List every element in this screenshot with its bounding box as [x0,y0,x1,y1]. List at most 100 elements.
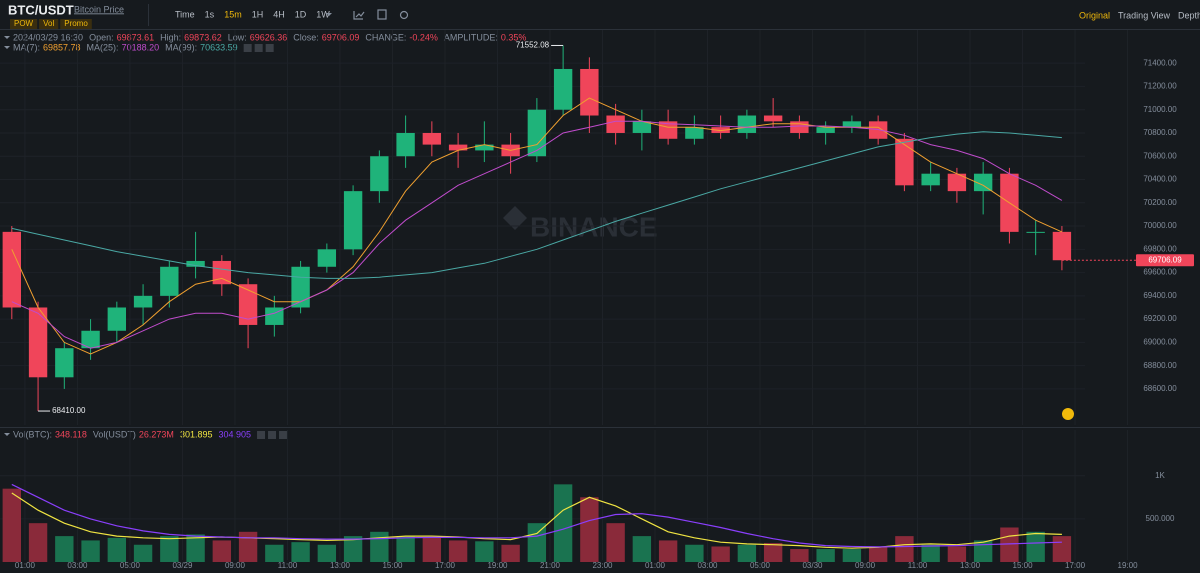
volume-bar [737,544,757,562]
volume-bar [711,546,730,562]
y-tick-label: 71400.00 [1143,58,1177,67]
volume-bar [842,549,862,562]
candle-body [685,127,704,139]
volume-bar [868,546,888,562]
candle-body [212,260,232,285]
symbol[interactable]: BTC/USDT [8,2,74,17]
info-value: 69706.09 [322,32,360,42]
settings-icon[interactable] [399,10,409,20]
view[interactable]: Trading View [1118,10,1171,20]
volume-bar [475,541,494,562]
interval[interactable]: 15m [224,9,242,19]
toggle[interactable] [268,431,277,439]
volume-bar [606,523,625,562]
tag[interactable]: Promo [64,19,88,28]
toggle[interactable] [254,44,263,52]
indicator-icon[interactable] [353,11,365,20]
dropdown[interactable] [326,13,332,16]
volume-bar [1052,536,1072,562]
interval[interactable]: 1D [295,9,307,19]
volume-bar [448,540,468,562]
volume-bar [2,488,22,562]
coin-button[interactable] [1062,408,1074,420]
view[interactable]: Original [1079,10,1110,20]
x-tick-label: 03/30 [802,561,823,570]
interval[interactable]: 1s [205,9,215,19]
volume-bar [238,531,258,562]
candle-body [475,144,494,151]
info-label: Open: [89,32,114,42]
candle-body [107,307,127,331]
ma-line [11,120,1063,349]
tag-bg [39,19,59,29]
y-tick-label: 71000.00 [1143,105,1177,114]
candle-body [868,121,888,139]
candle-body [763,115,783,122]
ma-label: MA(99): [165,42,197,52]
tag-bg [10,19,38,29]
collapse[interactable] [4,433,10,436]
volume-ma-line [11,483,1062,548]
x-tick-label: 17:00 [1065,561,1086,570]
candle-body [55,348,74,378]
volume-bar [973,540,993,562]
candle-body [2,231,22,308]
view[interactable]: Depth [1178,10,1200,20]
collapse[interactable] [4,46,10,49]
ma-line [11,131,1062,279]
info-date: 2024/03/29 16:30 [13,32,83,42]
watermark-text: BINANCE [530,211,658,242]
ma-line [11,97,1063,355]
x-tick-label: 19:00 [1118,561,1139,570]
ma-value: 70188.20 [122,42,160,52]
candle-body [265,307,284,325]
candle-body [711,127,730,133]
interval[interactable]: 4H [273,9,285,19]
tag[interactable]: Vol [43,19,54,28]
candle-body [580,68,599,116]
candle-body [81,330,100,349]
toggle[interactable] [265,44,274,52]
last-price-tag [1136,254,1194,267]
candle-body [947,173,967,192]
x-tick-label: 01:00 [645,561,666,570]
toggle[interactable] [243,44,252,52]
info-value: -0.24% [409,32,438,42]
volume-bar [501,544,520,562]
volume-bar [658,540,678,562]
interval[interactable]: 1H [252,9,264,19]
x-tick-label: 09:00 [225,561,246,570]
toggle[interactable] [257,431,266,439]
y-tick-label: 69800.00 [1143,244,1177,253]
candle-body [527,109,547,157]
volume-bar [553,484,573,562]
collapse[interactable] [4,36,10,39]
subtitle[interactable]: Bitcoin Price [74,4,124,14]
interval[interactable]: 1W [316,9,330,19]
x-tick-label: 09:00 [855,561,876,570]
volume-bar [763,543,783,562]
x-tick-label: 03/29 [172,561,193,570]
candle-body [370,156,389,192]
interval[interactable]: Time [175,9,195,19]
y-tick-label: 500.000 [1146,514,1175,523]
vol-value: 26.273M [139,429,174,439]
y-tick-label: 69000.00 [1143,338,1177,347]
ma-label: MA(25): [87,42,119,52]
tag[interactable]: POW [14,19,34,28]
y-tick-label: 70400.00 [1143,175,1177,184]
layout-icon[interactable] [377,9,387,20]
candle-body [606,115,625,133]
x-tick-label: 01:00 [15,561,36,570]
x-tick-label: 03:00 [697,561,718,570]
ma-value: 69857.78 [43,42,81,52]
candle-body [160,266,179,296]
x-tick-label: 19:00 [487,561,508,570]
x-tick-label: 15:00 [382,561,403,570]
ma-value: 70633.59 [200,42,238,52]
volume-bar [160,536,179,562]
y-tick-label: 70000.00 [1143,221,1177,230]
volume-bar [186,534,205,562]
toggle[interactable] [279,431,288,439]
